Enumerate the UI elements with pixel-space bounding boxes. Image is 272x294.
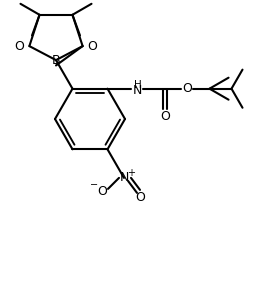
Text: −: −	[90, 180, 98, 190]
Text: O: O	[14, 40, 24, 53]
Text: O: O	[160, 110, 171, 123]
Text: +: +	[127, 168, 135, 178]
Text: O: O	[135, 191, 145, 204]
Text: N: N	[133, 84, 142, 97]
Text: O: O	[183, 82, 192, 95]
Text: H: H	[134, 80, 141, 90]
Text: O: O	[88, 40, 97, 53]
Text: O: O	[97, 186, 107, 198]
Text: N: N	[119, 171, 129, 184]
Text: B: B	[52, 54, 60, 67]
